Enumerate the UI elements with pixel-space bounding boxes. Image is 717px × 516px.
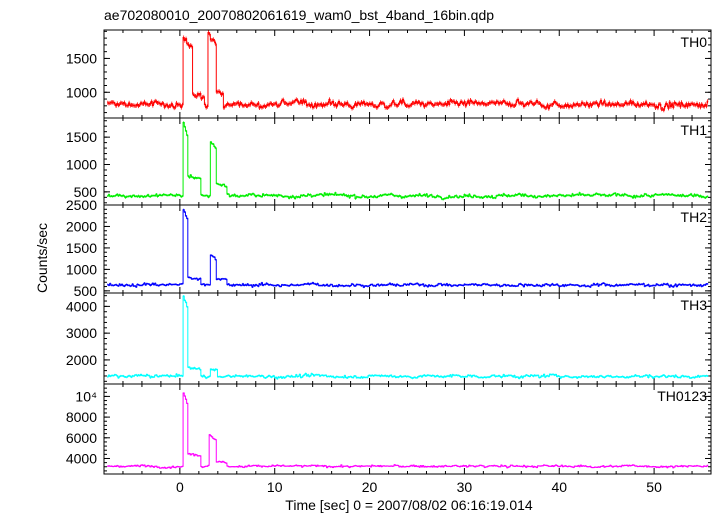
series-error-bars: [107, 121, 709, 201]
chart-title: ae702080010_20070802061619_wam0_bst_4ban…: [104, 7, 494, 23]
series-error-bars: [107, 295, 709, 380]
panel-frame: [103, 204, 712, 294]
series-error-bars: [107, 30, 709, 113]
x-tick-label: 20: [362, 479, 378, 495]
panel-frame: [103, 117, 712, 206]
x-tick-label: 0: [176, 479, 184, 495]
x-axis-label: Time [sec] 0 = 2007/08/02 06:16:19.014: [285, 497, 533, 513]
y-tick-label: 4000: [66, 298, 97, 314]
panel-th3: 2000 3000 4000 TH3: [66, 292, 712, 385]
series-label: TH3: [681, 297, 708, 313]
series-error-bars: [107, 208, 709, 289]
y-tick-label: 2000: [66, 218, 97, 234]
y-tick-label: 2000: [66, 352, 97, 368]
series-line: [107, 295, 709, 380]
y-tick-label: 1000: [66, 157, 97, 173]
series-line: [107, 32, 709, 111]
series-line: [107, 209, 709, 288]
y-tick-label: 1000: [66, 84, 97, 100]
x-tick-label: 40: [551, 479, 567, 495]
y-tick-label: 6000: [66, 430, 97, 446]
y-tick-label: 500: [74, 184, 98, 200]
x-tick-label: 30: [457, 479, 473, 495]
panel-th1: 500 1000 1500 TH1: [66, 117, 712, 206]
y-tick-label: 3000: [66, 325, 97, 341]
panel-th0: 1000 1500 TH0: [66, 29, 712, 119]
y-tick-label: 1000: [66, 261, 97, 277]
y-tick-label: 8000: [66, 409, 97, 425]
y-tick-label: 10⁴: [75, 388, 97, 404]
series-label: TH0: [681, 34, 708, 50]
panel-frame: [103, 383, 712, 475]
panel-frame: [103, 292, 712, 385]
x-tick-label: 50: [646, 479, 662, 495]
y-tick-label: 2500: [66, 197, 97, 213]
series-line: [107, 121, 709, 200]
series-line: [107, 392, 709, 469]
y-axis-label: Counts/sec: [34, 223, 50, 293]
series-label: TH2: [681, 209, 708, 225]
panel-th0123: 4000 6000 8000 10⁴ TH0123: [66, 383, 712, 475]
y-tick-label: 1500: [66, 129, 97, 145]
series-label: TH0123: [657, 388, 707, 404]
x-tick-label: 10: [267, 479, 283, 495]
y-tick-label: 1500: [66, 50, 97, 66]
series-error-bars: [107, 392, 709, 469]
y-tick-label: 500: [74, 283, 98, 299]
y-tick-label: 4000: [66, 450, 97, 466]
series-label: TH1: [681, 122, 708, 138]
panel-th2: 500 1000 1500 2000 2500 TH2: [66, 197, 712, 299]
y-tick-label: 1500: [66, 240, 97, 256]
